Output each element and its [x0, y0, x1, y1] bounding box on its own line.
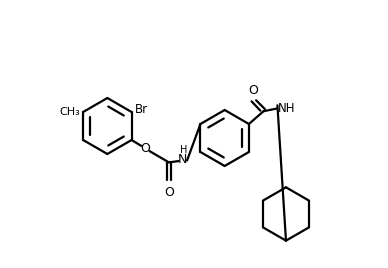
Text: Br: Br: [135, 103, 148, 116]
Text: N: N: [178, 153, 187, 166]
Text: CH₃: CH₃: [59, 107, 80, 117]
Text: NH: NH: [278, 102, 296, 115]
Text: O: O: [248, 84, 258, 96]
Text: O: O: [164, 186, 174, 199]
Text: O: O: [140, 142, 151, 155]
Text: H: H: [180, 145, 188, 155]
